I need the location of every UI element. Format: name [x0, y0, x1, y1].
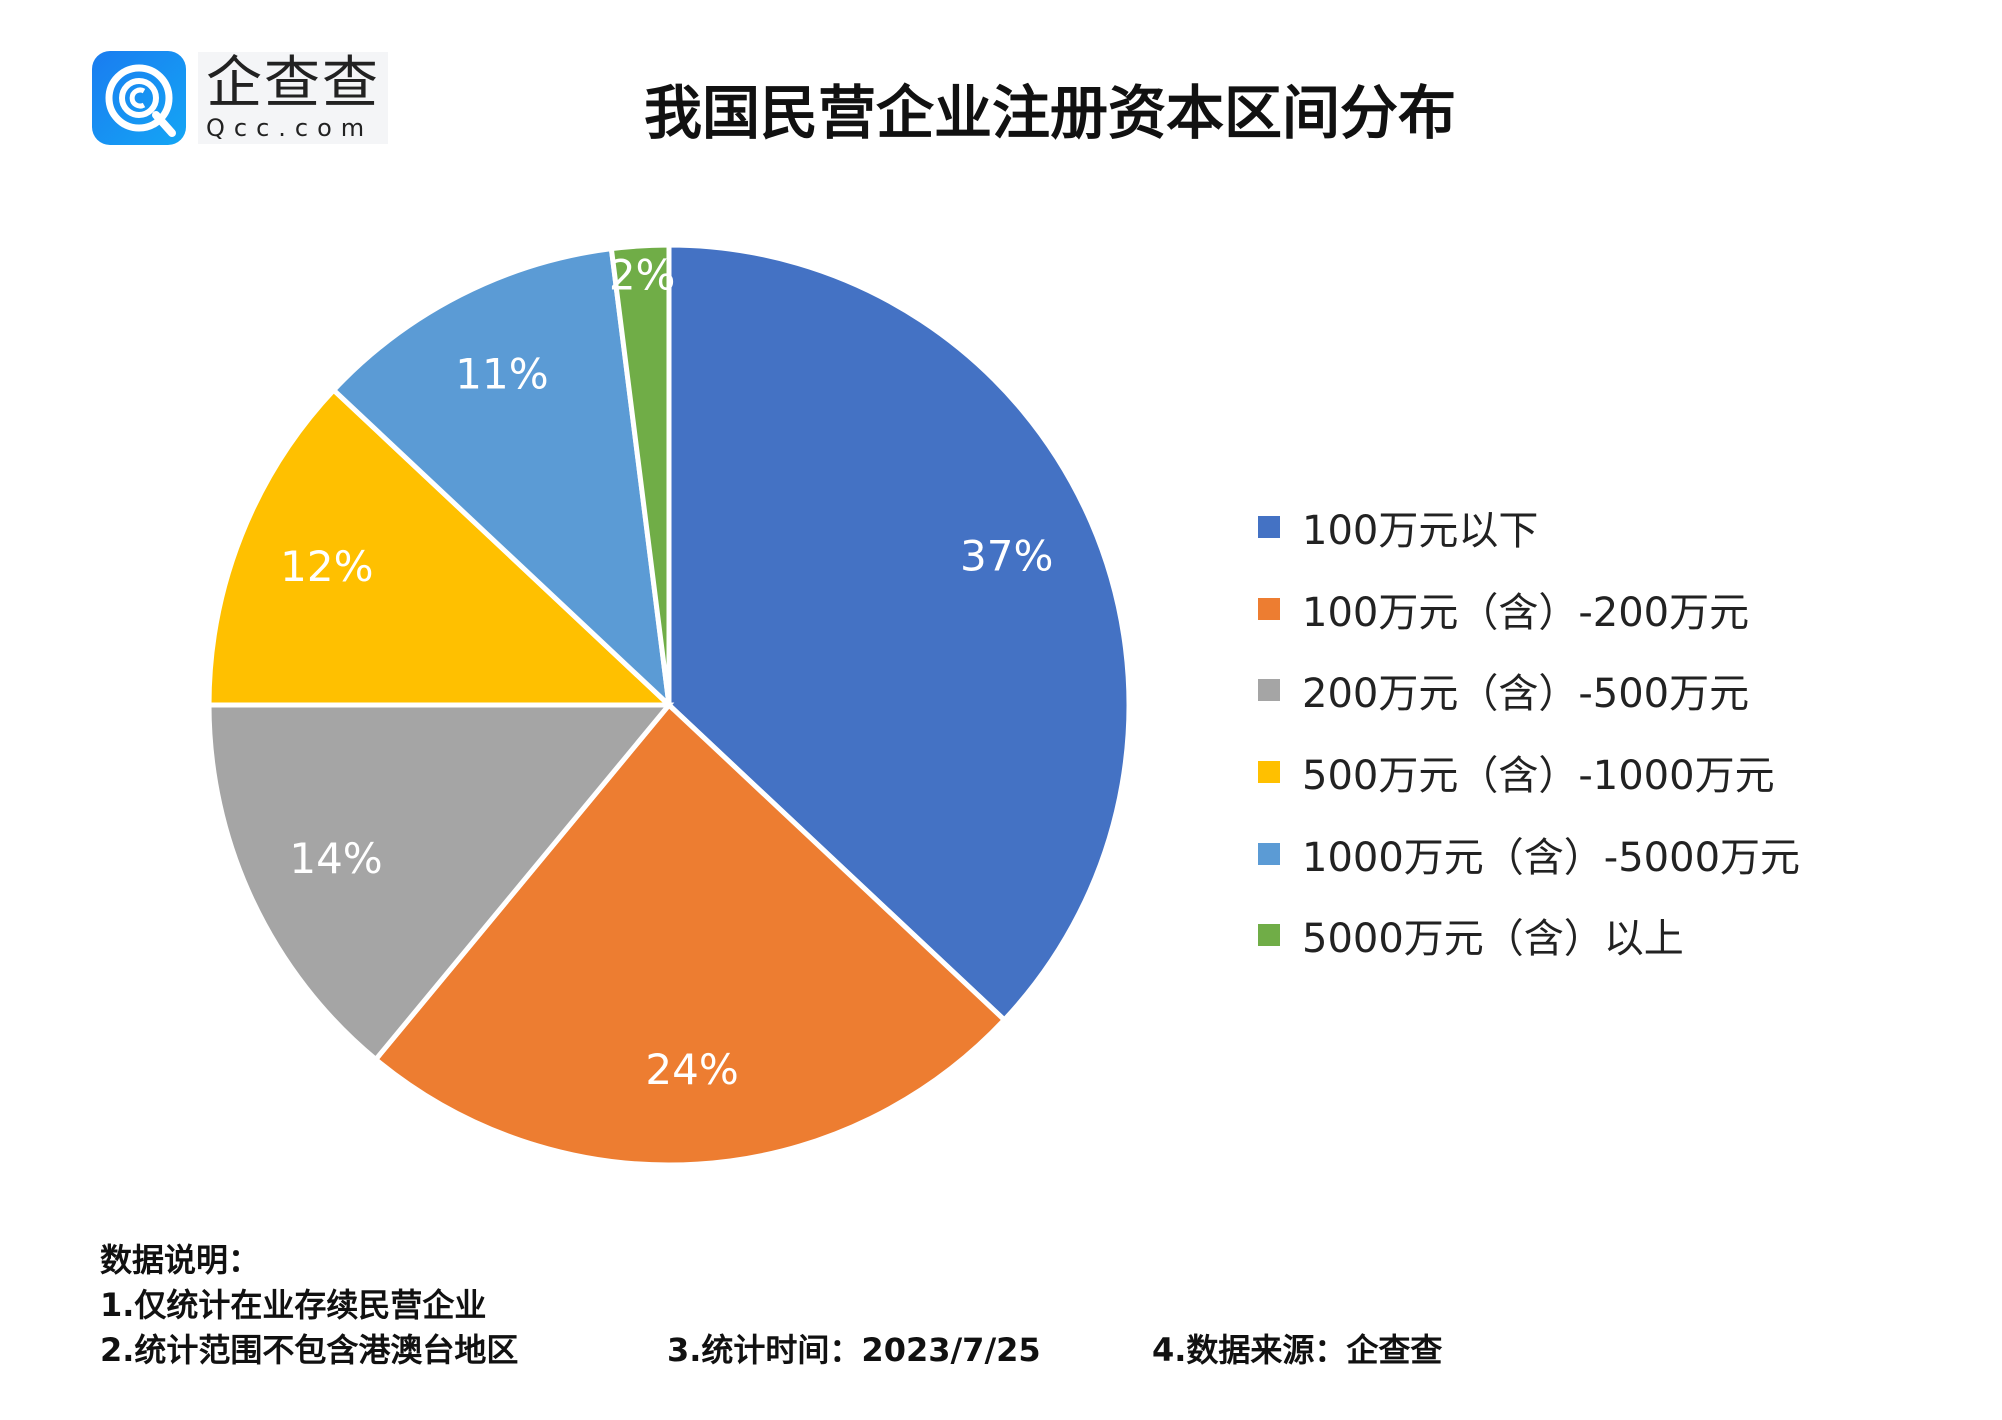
qcc-logo-icon: [92, 51, 186, 145]
legend-swatch: [1258, 597, 1280, 620]
legend-swatch: [1258, 515, 1280, 538]
pie-slice: [372, 701, 1008, 1168]
data-label: 2%: [609, 251, 676, 300]
legend-label: 200万元（含）-500万元: [1302, 671, 1750, 718]
data-notes: 数据说明： 1.仅统计在业存续民营企业 2.统计范围不包含港澳台地区 3.统计时间…: [100, 1238, 1442, 1373]
legend-item: 200万元（含）-500万元: [1258, 649, 1800, 731]
legend: 100万元以下 100万元（含）-200万元 200万元（含）-500万元 500万元…: [1258, 486, 1800, 976]
legend-swatch: [1258, 760, 1280, 783]
legend-swatch: [1258, 679, 1280, 702]
legend-item: 5000万元（含）以上: [1258, 894, 1800, 976]
data-label: 24%: [645, 1045, 738, 1094]
legend-swatch: [1258, 842, 1280, 865]
legend-swatch: [1258, 924, 1280, 947]
legend-label: 5000万元（含）以上: [1302, 916, 1684, 963]
notes-heading: 数据说明：: [100, 1241, 261, 1279]
note-2: 2.统计范围不包含港澳台地区: [100, 1331, 519, 1369]
data-label: 11%: [455, 350, 548, 399]
legend-label: 100万元以下: [1302, 507, 1539, 554]
data-label: 12%: [280, 542, 373, 591]
data-label: 14%: [289, 834, 382, 883]
qcc-logo: 企查查 Qcc.com: [92, 51, 388, 145]
note-3: 3.统计时间：2023/7/25: [667, 1331, 1041, 1369]
legend-label: 1000万元（含）-5000万元: [1302, 834, 1801, 881]
legend-item: 1000万元（含）-5000万元: [1258, 813, 1800, 895]
pie-slice: [666, 242, 1132, 1024]
legend-item: 100万元（含）-200万元: [1258, 568, 1800, 650]
pie-slice: [206, 386, 676, 708]
logo-name-en: Qcc.com: [206, 114, 374, 142]
note-1: 1.仅统计在业存续民营企业: [100, 1286, 487, 1324]
pie-slice: [330, 245, 673, 712]
legend-label: 100万元（含）-200万元: [1302, 589, 1750, 636]
pie-slice: [206, 702, 675, 1063]
legend-label: 500万元（含）-1000万元: [1302, 752, 1775, 799]
pie-slice: [608, 242, 672, 706]
note-4: 4.数据来源：企查查: [1152, 1331, 1443, 1369]
chart-title: 我国民营企业注册资本区间分布: [643, 79, 1456, 147]
legend-item: 500万元（含）-1000万元: [1258, 731, 1800, 813]
logo-name-cn: 企查查: [206, 51, 380, 116]
legend-item: 100万元以下: [1258, 486, 1800, 568]
data-label: 37%: [960, 531, 1053, 580]
